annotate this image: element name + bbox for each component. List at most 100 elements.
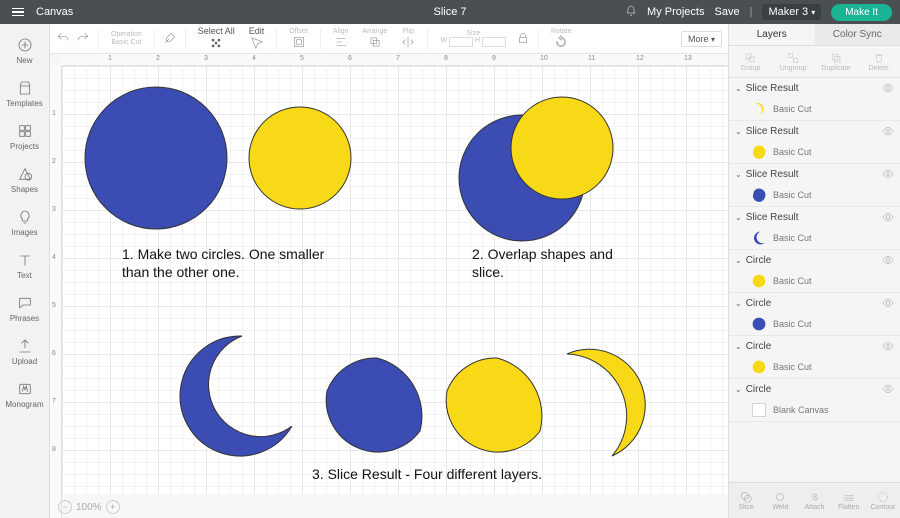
nav-upload[interactable]: Upload <box>0 331 49 374</box>
layer-head[interactable]: ⌄ Slice Result <box>729 164 900 184</box>
make-it-button[interactable]: Make It <box>831 4 892 21</box>
canvas[interactable]: 1. Make two circles. One smaller than th… <box>62 66 728 494</box>
canvas-toolbar: Operation Basic Cut Select All Edit Offs… <box>50 24 728 54</box>
visibility-icon[interactable] <box>882 254 894 266</box>
menu-icon[interactable] <box>6 0 30 24</box>
layer-group[interactable]: ⌄ Circle Blank Canvas <box>729 379 900 422</box>
rotate-group[interactable]: Rotate <box>547 28 576 50</box>
layer-group[interactable]: ⌄ Circle Basic Cut <box>729 336 900 379</box>
layer-child[interactable]: Basic Cut <box>729 98 900 120</box>
layer-head[interactable]: ⌄ Slice Result <box>729 207 900 227</box>
layer-name: Slice Result <box>746 126 878 137</box>
save-link[interactable]: Save <box>715 6 740 18</box>
chevron-down-icon: ⌄ <box>735 256 742 265</box>
tab-layers[interactable]: Layers <box>729 24 815 45</box>
layer-child[interactable]: Basic Cut <box>729 227 900 249</box>
chevron-down-icon: ⌄ <box>735 299 742 308</box>
nav-templates[interactable]: Templates <box>0 73 49 116</box>
flatten-button[interactable]: Flatten <box>832 483 866 518</box>
visibility-icon[interactable] <box>882 297 894 309</box>
slice-yellow-lens[interactable] <box>442 356 542 451</box>
nav-shapes[interactable]: Shapes <box>0 159 49 202</box>
delete-button[interactable]: Delete <box>857 46 900 77</box>
big-blue-circle[interactable] <box>84 86 228 230</box>
layer-group[interactable]: ⌄ Circle Basic Cut <box>729 293 900 336</box>
zoom-in-icon[interactable]: + <box>106 500 120 514</box>
top-bar: Canvas Slice 7 My Projects Save | Maker … <box>0 0 900 24</box>
layer-head[interactable]: ⌄ Circle <box>729 336 900 356</box>
nav-label: Upload <box>0 357 49 366</box>
layer-group[interactable]: ⌄ Circle Basic Cut <box>729 250 900 293</box>
select-all-button[interactable]: Select All <box>194 27 239 51</box>
layer-child[interactable]: Basic Cut <box>729 313 900 335</box>
redo-icon[interactable] <box>76 31 90 47</box>
visibility-icon[interactable] <box>882 340 894 352</box>
nav-text[interactable]: Text <box>0 245 49 288</box>
layer-child[interactable]: Basic Cut <box>729 141 900 163</box>
layer-group[interactable]: ⌄ Slice Result Basic Cut <box>729 164 900 207</box>
layer-group[interactable]: ⌄ Slice Result Basic Cut <box>729 121 900 164</box>
layer-head[interactable]: ⌄ Circle <box>729 293 900 313</box>
visibility-icon[interactable] <box>882 125 894 137</box>
undo-icon[interactable] <box>56 31 70 47</box>
nav-projects[interactable]: Projects <box>0 116 49 159</box>
offset-button[interactable]: Offset <box>285 28 312 50</box>
slice-yellow-crescent[interactable] <box>552 346 662 466</box>
align-button[interactable]: Align <box>329 28 353 50</box>
contour-button[interactable]: Contour <box>866 483 900 518</box>
layer-head[interactable]: ⌄ Slice Result <box>729 78 900 98</box>
visibility-icon[interactable] <box>882 82 894 94</box>
duplicate-button[interactable]: Duplicate <box>815 46 858 77</box>
layer-group[interactable]: ⌄ Slice Result Basic Cut <box>729 78 900 121</box>
overlap-yellow-circle[interactable] <box>510 96 614 200</box>
slice-blue-crescent[interactable] <box>172 331 302 461</box>
machine-selector[interactable]: Maker 3 ▾ <box>762 4 821 20</box>
annotation-1: 1. Make two circles. One smaller than th… <box>122 246 324 281</box>
group-button[interactable]: Group <box>729 46 772 77</box>
size-group[interactable]: Size WH <box>436 30 510 48</box>
nav-label: Templates <box>0 99 49 108</box>
layer-child[interactable]: Basic Cut <box>729 184 900 206</box>
nav-monogram[interactable]: Monogram <box>0 374 49 417</box>
layer-cut-type: Blank Canvas <box>773 405 829 415</box>
layer-cut-type: Basic Cut <box>773 104 812 114</box>
layer-child[interactable]: Blank Canvas <box>729 399 900 421</box>
ungroup-button[interactable]: Ungroup <box>772 46 815 77</box>
project-title[interactable]: Slice 7 <box>433 6 466 18</box>
weld-button[interactable]: Weld <box>763 483 797 518</box>
operation-group[interactable]: Operation Basic Cut <box>107 31 146 46</box>
layer-head[interactable]: ⌄ Circle <box>729 250 900 270</box>
zoom-out-icon[interactable]: − <box>58 500 72 514</box>
layer-child[interactable]: Basic Cut <box>729 270 900 292</box>
small-yellow-circle[interactable] <box>248 106 352 210</box>
layer-head[interactable]: ⌄ Circle <box>729 379 900 399</box>
visibility-icon[interactable] <box>882 383 894 395</box>
layer-thumb <box>751 316 767 332</box>
flip-button[interactable]: Flip <box>397 28 419 50</box>
slice-button[interactable]: Slice <box>729 483 763 518</box>
edit-button[interactable]: Edit <box>245 27 269 51</box>
layer-name: Circle <box>746 341 878 352</box>
layer-group[interactable]: ⌄ Slice Result Basic Cut <box>729 207 900 250</box>
slice-blue-lens[interactable] <box>322 356 422 451</box>
nav-phrases[interactable]: Phrases <box>0 288 49 331</box>
tab-color-sync[interactable]: Color Sync <box>815 24 900 45</box>
zoom-control[interactable]: − 100% + <box>58 500 120 514</box>
bell-icon[interactable] <box>625 5 637 20</box>
visibility-icon[interactable] <box>882 211 894 223</box>
nav-images[interactable]: Images <box>0 202 49 245</box>
my-projects-link[interactable]: My Projects <box>647 6 704 18</box>
lock-icon[interactable] <box>516 31 530 47</box>
visibility-icon[interactable] <box>882 168 894 180</box>
eyedropper-icon[interactable] <box>163 31 177 47</box>
layer-name: Slice Result <box>746 83 878 94</box>
chevron-down-icon: ▾ <box>811 8 815 17</box>
arrange-button[interactable]: Arrange <box>358 28 391 50</box>
nav-new[interactable]: New <box>0 30 49 73</box>
more-dropdown[interactable]: More ▾ <box>681 31 722 47</box>
annotation-3: 3. Slice Result - Four different layers. <box>312 466 542 484</box>
layer-child[interactable]: Basic Cut <box>729 356 900 378</box>
canvas-stage: 12345678910111213 12345678 1. Make two c… <box>50 54 728 518</box>
attach-button[interactable]: Attach <box>797 483 831 518</box>
layer-head[interactable]: ⌄ Slice Result <box>729 121 900 141</box>
